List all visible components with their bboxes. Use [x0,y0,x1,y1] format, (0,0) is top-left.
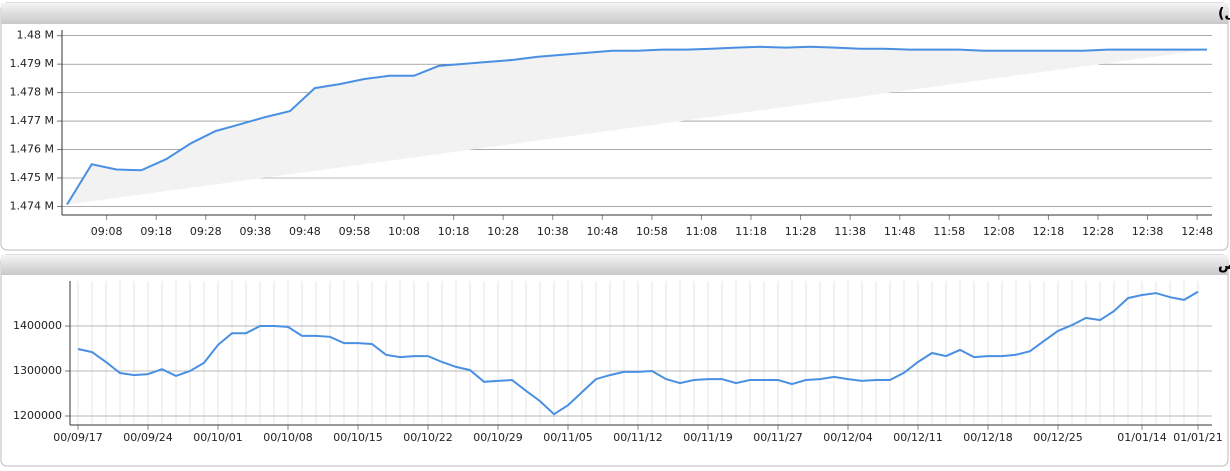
x-tick-label: 09:18 [140,225,172,238]
panel-header [1,255,1228,275]
x-tick-label: 00/10/08 [263,431,312,444]
x-tick-label: 01/01/14 [1117,431,1166,444]
x-tick-label: 00/09/24 [123,431,172,444]
x-tick-label: 10:48 [586,225,618,238]
x-tick-label: 11:08 [686,225,718,238]
y-tick-label: 1.477 M [10,114,54,127]
x-tick-label: 00/12/18 [963,431,1012,444]
y-tick-label: 1400000 [13,319,62,332]
panel-header [1,3,1228,24]
x-tick-label: 11:28 [785,225,817,238]
area [67,46,1207,205]
y-tick-label: 1.474 M [10,199,54,212]
x-tick-label: 01/01/21 [1173,431,1222,444]
x-tick-label: 10:58 [636,225,668,238]
x-tick-label: 12:48 [1181,225,1213,238]
x-tick-label: 09:08 [91,225,123,238]
x-tick-label: 12:18 [1033,225,1065,238]
panel-title: نمودار شاخص [1218,257,1230,273]
y-tick-label: 1.476 M [10,143,54,156]
x-tick-label: 11:48 [884,225,916,238]
line [66,45,1207,206]
x-tick-label: 00/11/05 [543,431,592,444]
x-tick-label: 12:08 [983,225,1015,238]
x-tick-label: 00/10/29 [473,431,522,444]
y-tick-label: 1200000 [13,409,62,422]
x-tick-label: 12:38 [1132,225,1164,238]
x-tick-label: 00/11/12 [613,431,662,444]
x-tick-label: 09:58 [339,225,371,238]
x-tick-label: 00/12/25 [1033,431,1082,444]
line [77,290,1199,416]
x-tick-label: 00/10/01 [193,431,242,444]
y-tick-label: 1.479 M [10,57,54,70]
y-tick-label: 1.48 M [17,29,54,42]
x-tick-label: 11:18 [735,225,767,238]
x-tick-label: 00/12/04 [823,431,872,444]
y-tick-label: 1.478 M [10,86,54,99]
y-tick-label: 1.475 M [10,171,54,184]
x-tick-label: 00/09/17 [53,431,102,444]
x-tick-label: 10:18 [438,225,470,238]
x-tick-label: 00/10/15 [333,431,382,444]
panel-title: شاخص کل (آخرین روز معاملاتی) [1218,4,1230,22]
x-tick-label: 09:28 [190,225,222,238]
x-tick-label: 09:38 [239,225,271,238]
x-tick-label: 00/12/11 [893,431,942,444]
x-tick-label: 10:08 [388,225,420,238]
x-tick-label: 10:28 [487,225,519,238]
x-tick-label: 10:38 [537,225,569,238]
x-tick-label: 00/11/19 [683,431,732,444]
y-tick-label: 1300000 [13,364,62,377]
x-tick-label: 00/10/22 [403,431,452,444]
x-tick-label: 11:58 [933,225,965,238]
x-tick-label: 09:48 [289,225,321,238]
x-tick-label: 00/11/27 [753,431,802,444]
x-tick-label: 12:28 [1082,225,1114,238]
x-tick-label: 11:38 [834,225,866,238]
